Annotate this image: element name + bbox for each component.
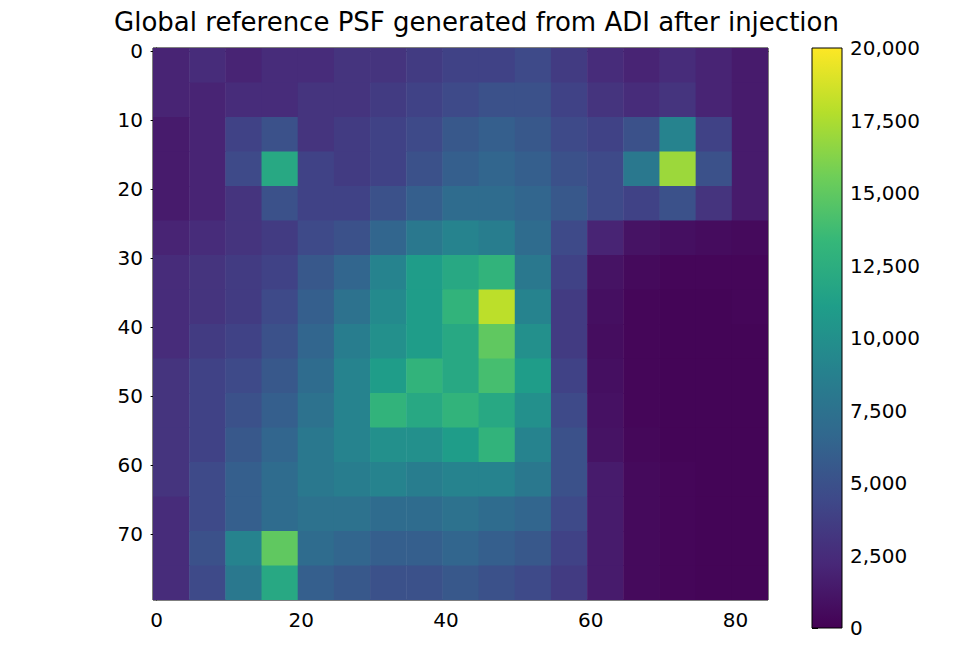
svg-text:80: 80 <box>723 608 748 632</box>
svg-text:30: 30 <box>118 246 143 270</box>
svg-text:10,000: 10,000 <box>850 326 920 350</box>
svg-text:10: 10 <box>118 108 143 132</box>
svg-text:12,500: 12,500 <box>850 254 920 278</box>
svg-text:20: 20 <box>289 608 314 632</box>
svg-text:0: 0 <box>850 616 863 640</box>
svg-text:50: 50 <box>118 384 143 408</box>
svg-text:0: 0 <box>150 608 163 632</box>
svg-text:40: 40 <box>118 315 143 339</box>
svg-text:40: 40 <box>433 608 458 632</box>
svg-text:17,500: 17,500 <box>850 109 920 133</box>
svg-text:70: 70 <box>118 522 143 546</box>
svg-text:0: 0 <box>130 39 143 63</box>
svg-text:20: 20 <box>118 177 143 201</box>
svg-text:Global reference PSF generated: Global reference PSF generated from ADI … <box>114 7 839 37</box>
svg-text:7,500: 7,500 <box>850 399 907 423</box>
svg-text:20,000: 20,000 <box>850 36 920 60</box>
svg-text:2,500: 2,500 <box>850 544 907 568</box>
svg-text:15,000: 15,000 <box>850 181 920 205</box>
svg-text:60: 60 <box>118 453 143 477</box>
svg-text:60: 60 <box>578 608 603 632</box>
svg-text:5,000: 5,000 <box>850 471 907 495</box>
